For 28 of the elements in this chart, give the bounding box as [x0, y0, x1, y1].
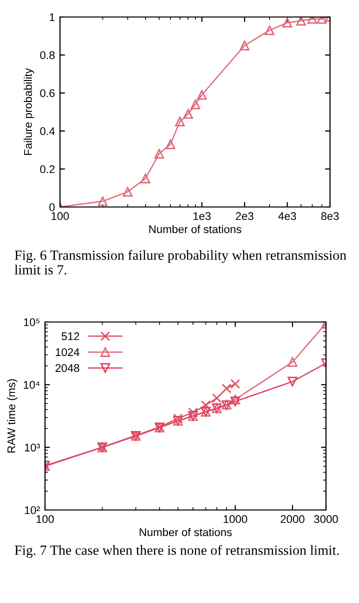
x-tick-label: 8e3: [321, 212, 339, 220]
x-tick-label: 1000: [224, 515, 248, 524]
x-tick-label: 100: [52, 212, 69, 220]
y-tick-label: 0: [49, 203, 55, 212]
y-tick-label: 0.8: [40, 51, 55, 60]
caption: Fig. 6 Transmission failure probability when retransmission limit is 7.: [14, 250, 346, 275]
y-tick-label: 10⁵: [24, 318, 40, 326]
caption: Fig. 7 The case when there is none of retransmission limit.: [14, 545, 339, 558]
x-tick-label: 100: [36, 515, 54, 524]
x-axis-title: Number of stations: [140, 528, 232, 536]
y-tick-label: 0.6: [40, 89, 55, 98]
y-tick-label: 1: [50, 13, 55, 22]
y-tick-label: 0.4: [40, 127, 55, 136]
x-tick-label: 2000: [280, 515, 304, 524]
x-tick-label: 2e3: [236, 212, 254, 220]
legend-label: 2048: [56, 364, 80, 372]
x-tick-label: 3000: [314, 515, 338, 524]
legend-label: 512: [62, 332, 80, 340]
y-tick-label: 10⁴: [24, 380, 40, 389]
y-tick-label: 10³: [24, 444, 40, 452]
x-axis-title: Number of stations: [149, 224, 242, 234]
y-axis-title: Failure probability: [24, 68, 34, 155]
x-tick-label: 1e3: [193, 212, 211, 220]
y-tick-label: 10²: [24, 506, 40, 514]
x-tick-label: 4e3: [278, 212, 296, 220]
legend-label: 1024: [56, 348, 80, 356]
y-tick-label: 0.2: [40, 165, 55, 174]
y-axis-title: RAW time (ms): [7, 379, 18, 453]
